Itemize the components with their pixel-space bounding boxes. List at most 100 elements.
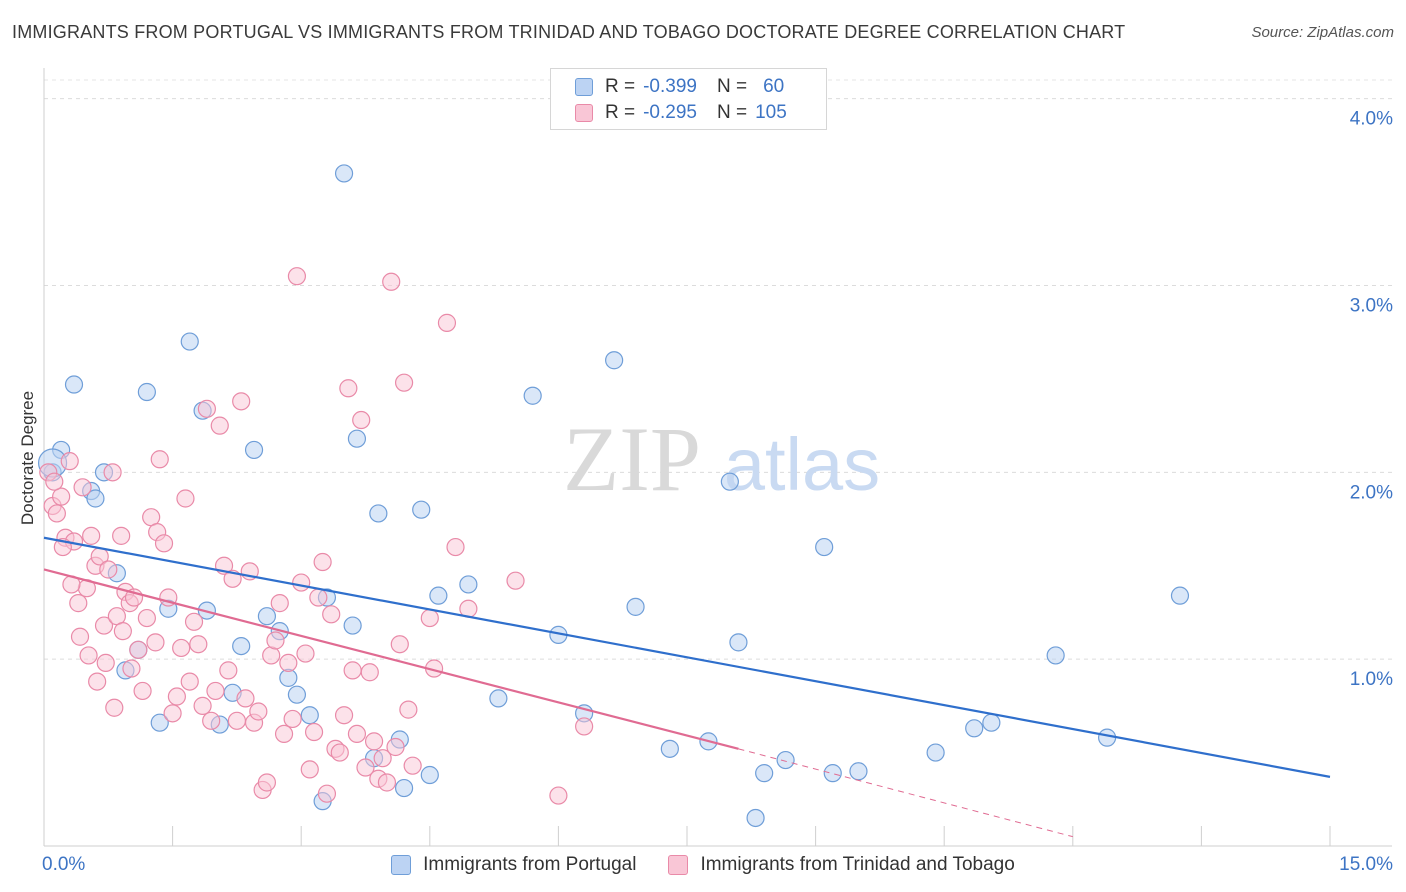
trinidad-point [257, 773, 277, 792]
portugal-point [982, 713, 1001, 732]
legend-n-value: 105 [755, 102, 787, 123]
trinidad-point [394, 373, 414, 392]
legend-n-label: N = [716, 102, 748, 123]
trinidad-point [172, 638, 191, 658]
trinidad-point [52, 487, 71, 506]
portugal-point [369, 504, 388, 523]
trinidad-point [356, 758, 375, 777]
trinidad-point [45, 472, 64, 491]
portugal-point [394, 778, 414, 798]
portugal-point [523, 386, 542, 405]
trinidad-point [249, 702, 268, 721]
trinidad-point [163, 704, 182, 723]
trinidad-point [176, 489, 195, 508]
legend-item-trinidad[interactable]: Immigrants from Trinidad and Tobago [668, 854, 1015, 876]
trinidad-point [96, 653, 115, 673]
trinidad-point [129, 640, 148, 659]
trinidad-point [292, 573, 311, 592]
trinidad-point [202, 711, 221, 730]
trinidad-point [322, 605, 341, 624]
trinidad-point [300, 760, 319, 779]
portugal-point [300, 706, 319, 725]
trinidad-point [180, 672, 199, 691]
legend-r-value: -0.295 [643, 102, 697, 123]
portugal-trend-line [43, 536, 1331, 778]
trinidad-point [99, 560, 118, 579]
trinidad-point [270, 594, 289, 613]
legend-label-trinidad: Immigrants from Trinidad and Tobago [700, 854, 1015, 875]
trinidad-point [317, 784, 337, 803]
portugal-point [755, 764, 774, 783]
trinidad-swatch [575, 104, 593, 122]
trinidad-point [274, 724, 294, 744]
portugal-point [420, 765, 439, 785]
trinidad-point [364, 732, 384, 751]
trinidad-point [339, 379, 358, 398]
portugal-legend-swatch [391, 855, 412, 875]
trinidad-point [343, 661, 362, 680]
trinidad-point [103, 463, 122, 482]
stats-legend: R = -0.399 N = 60 R = -0.295 N = 105 [550, 68, 827, 130]
trinidad-point [403, 756, 422, 775]
trinidad-point [227, 711, 246, 730]
legend-r-label: R = [605, 102, 636, 123]
trinidad-point [296, 644, 315, 663]
portugal-point [86, 489, 105, 508]
legend-item-portugal[interactable]: Immigrants from Portugal [391, 854, 636, 876]
trinidad-point [69, 594, 88, 613]
portugal-point [180, 332, 199, 351]
trinidad-point [347, 724, 367, 744]
portugal-point [412, 500, 431, 519]
trinidad-point [184, 612, 204, 631]
portugal-point [257, 607, 277, 626]
trinidad-point [313, 552, 332, 572]
x-tick-label-start: 0.0% [42, 854, 85, 875]
trinidad-point [47, 504, 66, 523]
portugal-point [244, 440, 264, 460]
trinidad-point [420, 608, 439, 628]
portugal-point [347, 429, 367, 448]
axes [43, 68, 1392, 847]
trinidad-point [330, 743, 349, 762]
legend-n-value: 60 [763, 76, 785, 97]
trinidad-point [437, 313, 457, 332]
portugal-point [965, 719, 984, 738]
trinidad-point [146, 633, 165, 652]
source-label: Source: ZipAtlas.com [1251, 24, 1394, 41]
trinidad-point [60, 452, 79, 471]
portugal-point [823, 764, 842, 783]
y-tick-label: 4.0% [1350, 109, 1393, 130]
y-tick-label: 1.0% [1350, 669, 1393, 690]
portugal-point [729, 633, 748, 652]
trinidad-point [386, 737, 405, 757]
portugal-point [815, 537, 834, 557]
trinidad-point [105, 698, 124, 717]
x-tick-label-end: 15.0% [1339, 854, 1393, 875]
trinidad-point [112, 526, 131, 545]
trinidad-point [210, 416, 229, 435]
trinidad-point [575, 717, 594, 736]
portugal-point [849, 762, 868, 781]
trinidad-point [79, 646, 98, 665]
trinidad-point [236, 689, 255, 708]
legend-r-label: R = [605, 76, 636, 97]
trinidad-point [73, 478, 92, 497]
trinidad-point [506, 571, 525, 590]
series-legend: Immigrants from Portugal Immigrants from… [0, 852, 1406, 878]
portugal-point [137, 382, 156, 402]
trinidad-point [122, 659, 141, 678]
trinidad-point [167, 687, 186, 706]
portugal-point [429, 586, 448, 605]
portugal-point [150, 713, 169, 732]
trinidad-legend-swatch [668, 855, 689, 875]
trinidad-point [82, 526, 101, 545]
trinidad-point [150, 450, 169, 469]
trend-lines [43, 536, 1331, 838]
portugal-point [459, 575, 478, 594]
trinidad-point [154, 534, 174, 553]
portugal-point [626, 597, 645, 616]
trinidad-point [70, 627, 90, 646]
trinidad-point [399, 700, 418, 719]
portugal-point [64, 375, 84, 394]
portugal-point [489, 689, 508, 708]
